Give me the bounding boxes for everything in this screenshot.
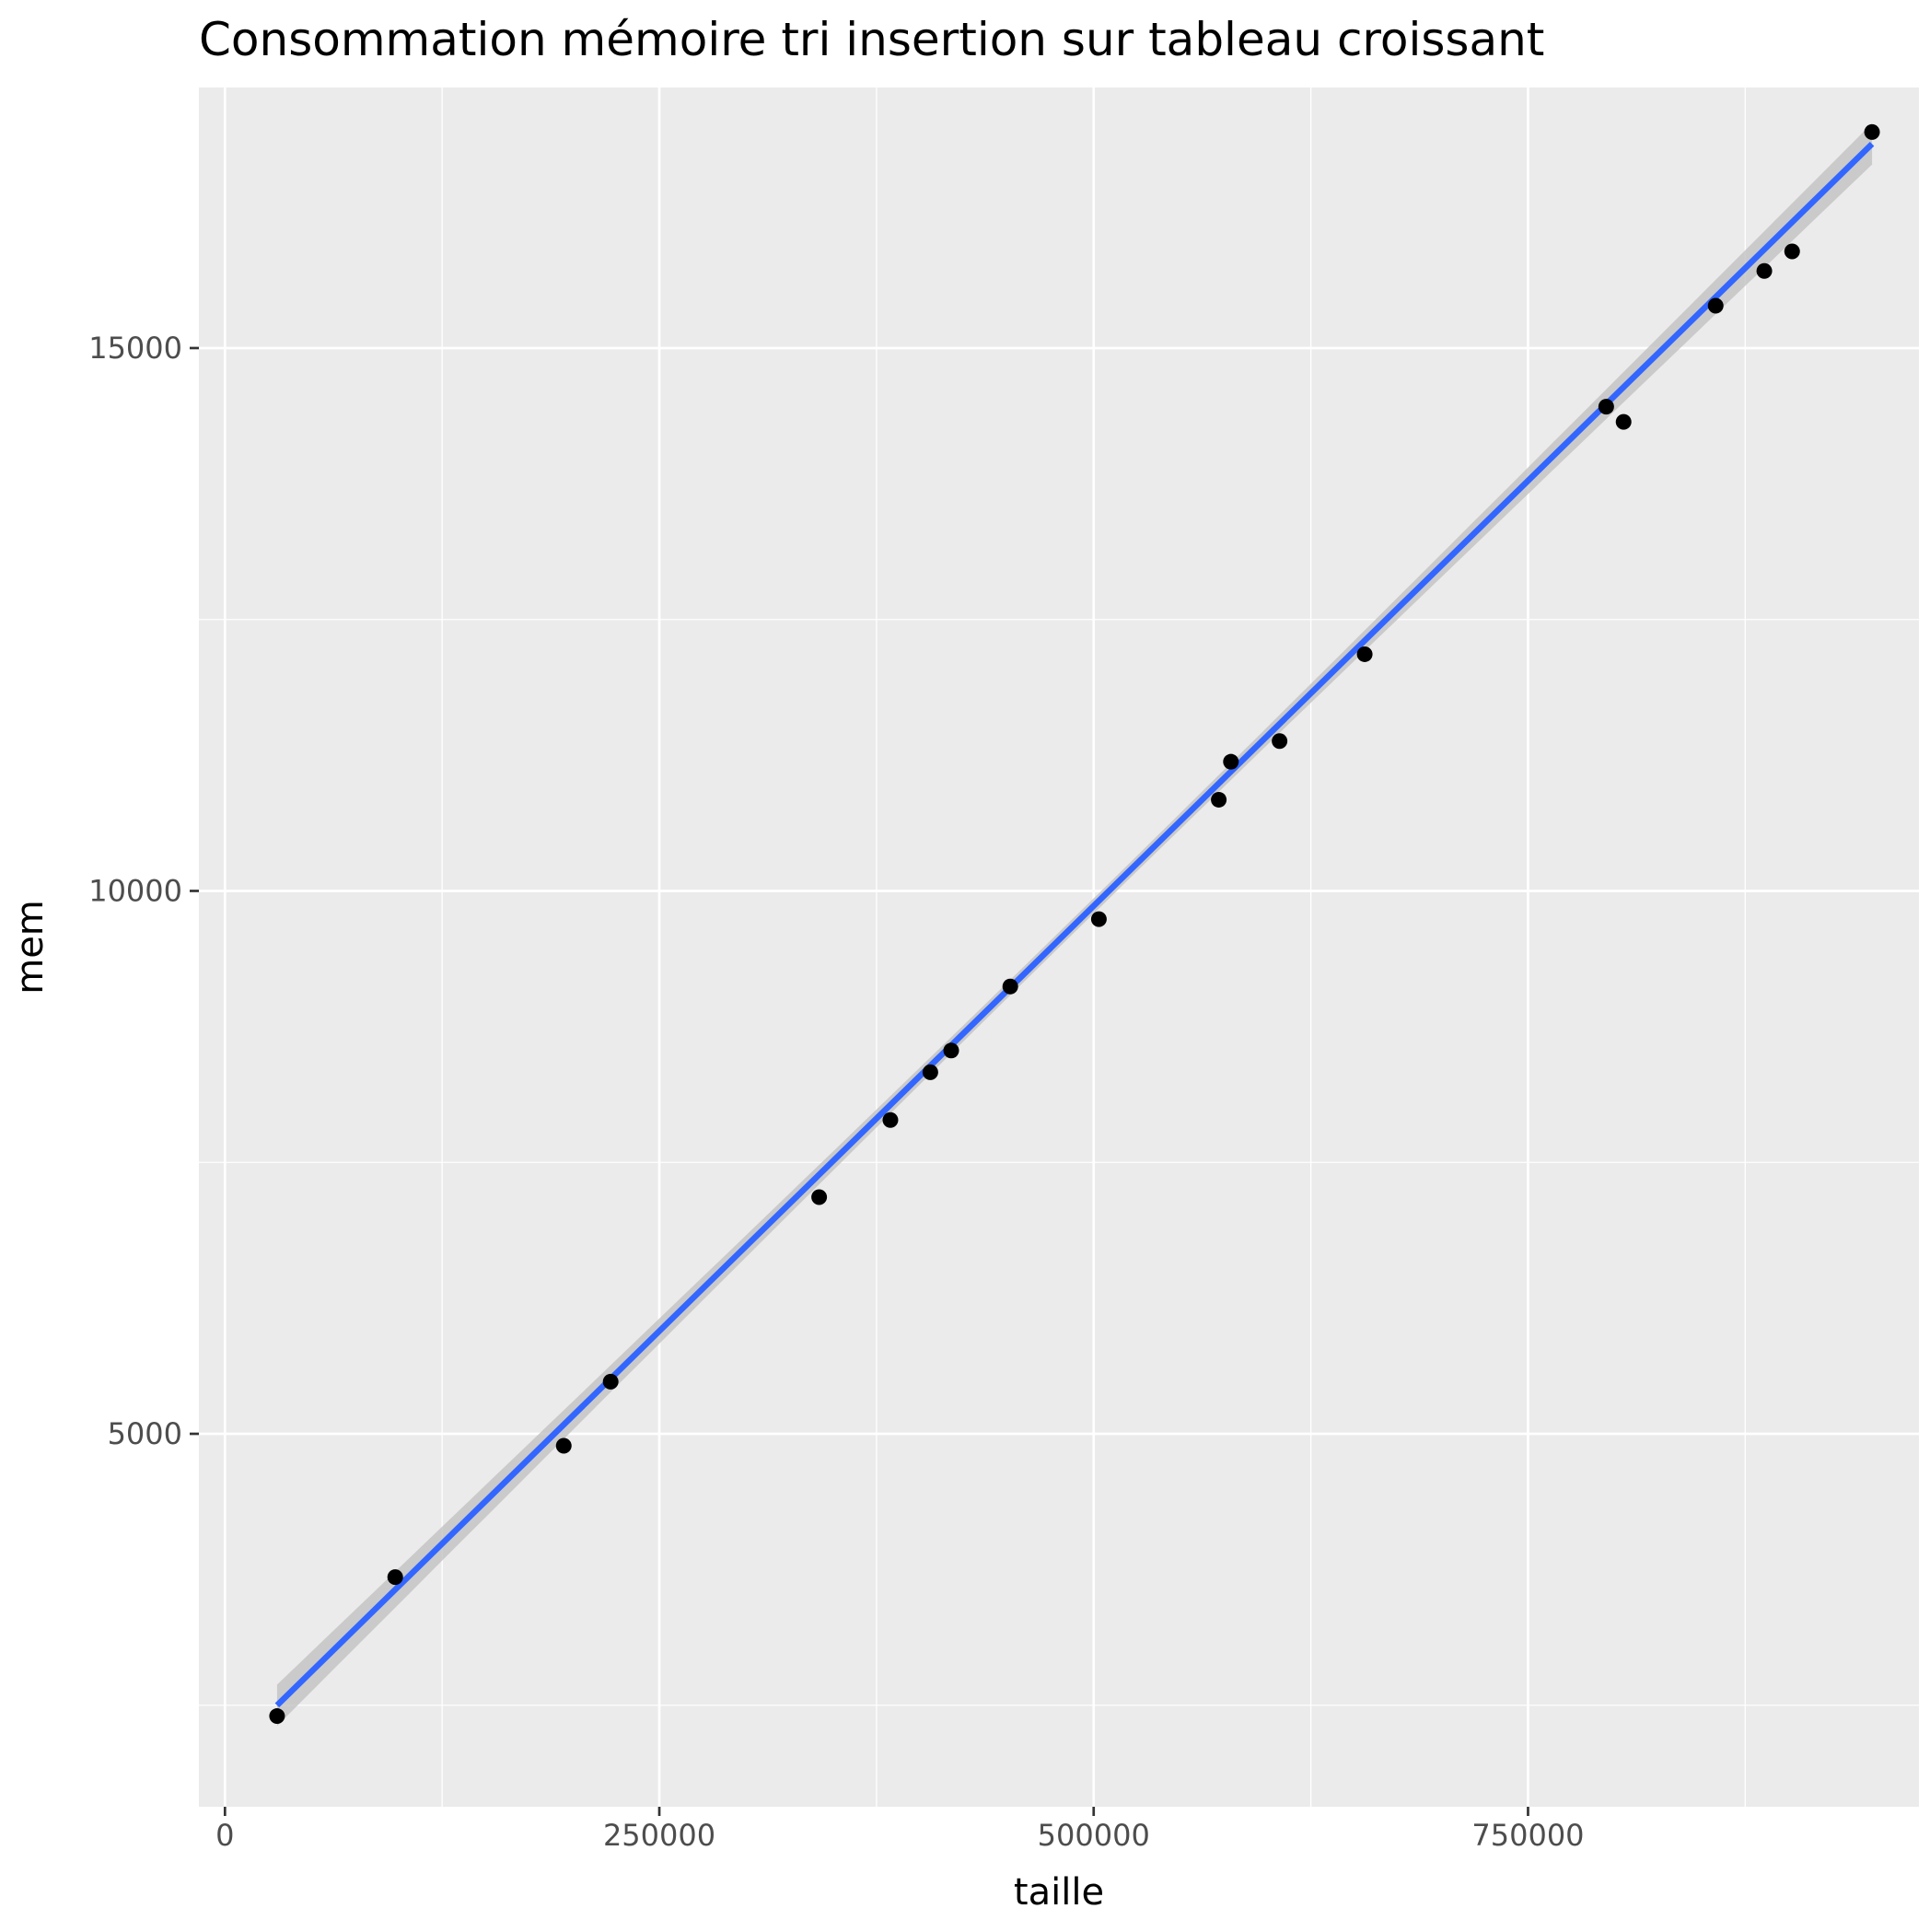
data-point-15	[1615, 413, 1632, 430]
data-point-16	[1707, 297, 1724, 314]
data-point-7	[943, 1042, 959, 1059]
data-point-17	[1756, 262, 1773, 279]
chart-title: Consommation mémoire tri insertion sur t…	[199, 13, 1544, 66]
x-tick-label-2: 500000	[1038, 1818, 1150, 1853]
major-gridlines	[199, 87, 1919, 1807]
x-axis-ticks: 0 250000 500000 750000	[215, 1807, 1585, 1853]
x-tick-label-3: 750000	[1471, 1818, 1584, 1853]
x-tick-label-0: 0	[215, 1818, 234, 1853]
data-point-5	[882, 1111, 899, 1128]
y-tick-label-0: 5000	[108, 1416, 182, 1451]
y-tick-label-2: 15000	[88, 331, 182, 366]
data-point-4	[811, 1189, 828, 1205]
data-point-10	[1211, 791, 1227, 808]
data-point-2	[555, 1437, 572, 1454]
x-tick-label-1: 250000	[603, 1818, 715, 1853]
data-point-18	[1784, 243, 1800, 260]
data-point-0	[269, 1708, 285, 1725]
y-axis-ticks: 5000 10000 15000	[88, 331, 199, 1451]
data-points	[269, 123, 1880, 1725]
y-tick-label-1: 10000	[88, 873, 182, 908]
y-axis-title: mem	[9, 900, 52, 995]
data-point-19	[1864, 123, 1880, 140]
x-axis-title: taille	[1014, 1871, 1104, 1914]
data-point-1	[387, 1569, 403, 1586]
data-point-6	[922, 1064, 938, 1080]
minor-gridlines	[199, 87, 1919, 1807]
data-point-3	[602, 1373, 619, 1390]
data-point-8	[1002, 978, 1018, 995]
data-point-9	[1090, 911, 1107, 927]
data-point-11	[1223, 753, 1239, 770]
data-point-12	[1272, 733, 1288, 750]
data-point-13	[1356, 646, 1373, 662]
data-point-14	[1598, 399, 1614, 415]
